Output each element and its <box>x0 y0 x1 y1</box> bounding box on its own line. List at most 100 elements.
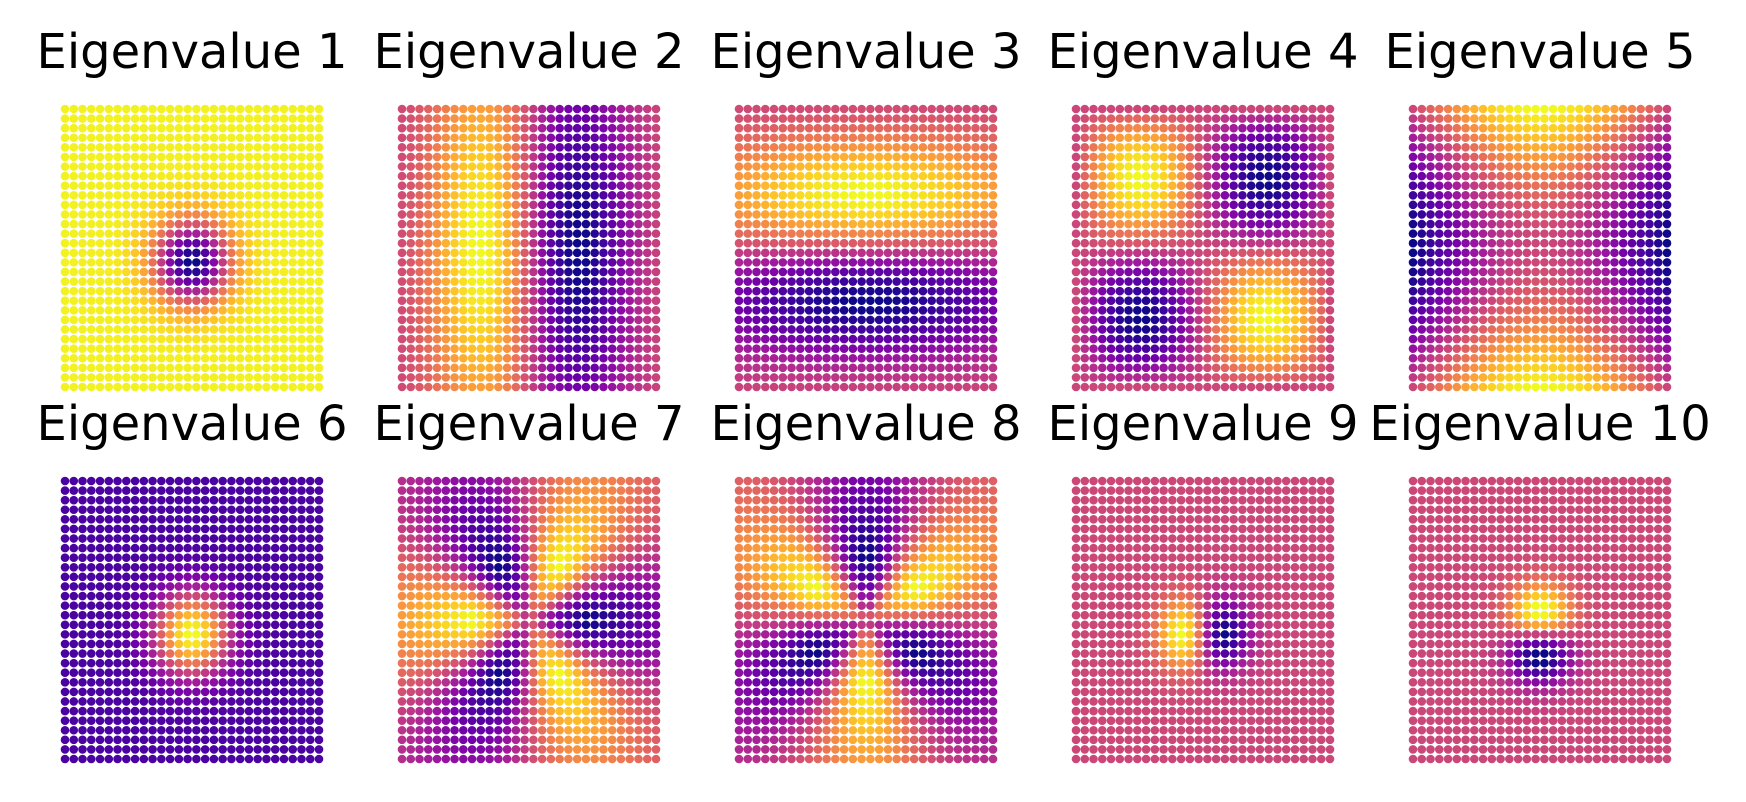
scatter-point <box>590 123 599 133</box>
scatter-point <box>1653 277 1663 286</box>
scatter-point <box>95 505 105 515</box>
scatter-point <box>235 505 245 515</box>
scatter-point <box>297 171 306 181</box>
scatter-point <box>130 486 140 495</box>
scatter-point <box>1097 123 1107 133</box>
scatter-point <box>1255 363 1265 373</box>
scatter-point <box>60 591 70 601</box>
scatter-point <box>1290 162 1300 171</box>
scatter-point <box>1470 114 1479 123</box>
scatter-point <box>857 181 866 190</box>
scatter-point <box>1452 277 1462 286</box>
scatter-point <box>778 248 788 258</box>
scatter-point <box>1417 325 1427 334</box>
scatter-point <box>1583 248 1593 258</box>
scatter-point <box>936 296 945 306</box>
scatter-point <box>883 162 893 171</box>
scatter-point <box>476 286 486 296</box>
scatter-point <box>778 104 788 114</box>
scatter-point <box>1653 325 1663 334</box>
scatter-point <box>288 325 298 334</box>
scatter-point <box>297 306 306 315</box>
scatter-point <box>1548 286 1558 296</box>
scatter-point <box>270 610 280 620</box>
scatter-point <box>1194 277 1203 286</box>
scatter-point <box>1426 286 1435 296</box>
scatter-point <box>1408 210 1418 219</box>
scatter-point <box>139 152 149 162</box>
scatter-point <box>60 495 70 505</box>
scatter-point <box>1220 344 1230 353</box>
scatter-point <box>235 315 245 325</box>
scatter-point <box>1194 200 1203 210</box>
scatter-point <box>209 562 219 572</box>
scatter-point <box>60 114 70 123</box>
scatter-point <box>599 382 608 392</box>
scatter-point <box>122 123 131 133</box>
scatter-point <box>262 219 271 229</box>
scatter-point <box>130 572 140 582</box>
scatter-point <box>743 229 753 238</box>
scatter-point <box>1281 344 1291 353</box>
scatter-point <box>279 114 289 123</box>
scatter-point <box>165 238 175 248</box>
scatter-point <box>599 104 608 114</box>
scatter-point <box>192 363 201 373</box>
scatter-point <box>1540 133 1549 143</box>
scatter-point <box>1211 382 1221 392</box>
scatter-point <box>314 306 324 315</box>
scatter-point <box>1496 200 1505 210</box>
scatter-point <box>1238 229 1247 238</box>
scatter-point <box>1080 229 1090 238</box>
scatter-point <box>1557 325 1567 334</box>
scatter-point <box>1194 114 1203 123</box>
scatter-point <box>546 296 556 306</box>
scatter-point <box>1505 181 1514 190</box>
scatter-point <box>546 152 556 162</box>
scatter-point <box>1264 219 1273 229</box>
scatter-point <box>555 344 564 353</box>
scatter-point <box>305 123 315 133</box>
scatter-point <box>599 133 608 143</box>
scatter-point <box>262 229 271 238</box>
scatter-point <box>183 200 192 210</box>
scatter-point <box>262 133 271 143</box>
scatter-point <box>831 306 840 315</box>
scatter-point <box>1071 325 1081 334</box>
scatter-point <box>734 229 744 238</box>
scatter-point <box>1176 315 1186 325</box>
scatter-point <box>494 162 503 171</box>
scatter-point <box>1601 190 1610 200</box>
scatter-point <box>1071 315 1081 325</box>
scatter-point <box>297 200 306 210</box>
scatter-point <box>1478 181 1488 190</box>
scatter-point <box>95 258 105 267</box>
scatter-point <box>1150 267 1160 277</box>
scatter-point <box>459 238 468 248</box>
scatter-point <box>616 248 626 258</box>
scatter-point <box>892 248 901 258</box>
scatter-point <box>60 258 70 267</box>
scatter-point <box>104 258 114 267</box>
scatter-point <box>122 171 131 181</box>
scatter-point <box>1592 219 1602 229</box>
scatter-point <box>979 133 989 143</box>
scatter-point <box>227 162 236 171</box>
scatter-point <box>1194 325 1203 334</box>
scatter-point <box>95 562 105 572</box>
scatter-point <box>1522 373 1532 382</box>
scatter-point <box>314 620 324 630</box>
scatter-point <box>599 143 608 152</box>
scatter-point <box>564 334 573 344</box>
scatter-point <box>1470 133 1479 143</box>
scatter-point <box>60 543 70 553</box>
scatter-point <box>288 277 298 286</box>
scatter-point <box>1443 277 1453 286</box>
scatter-point <box>139 267 149 277</box>
scatter-point <box>60 277 70 286</box>
scatter-point <box>1583 296 1593 306</box>
scatter-point <box>183 162 192 171</box>
scatter-point <box>235 238 245 248</box>
scatter-point <box>1185 334 1195 344</box>
scatter-point <box>839 181 849 190</box>
